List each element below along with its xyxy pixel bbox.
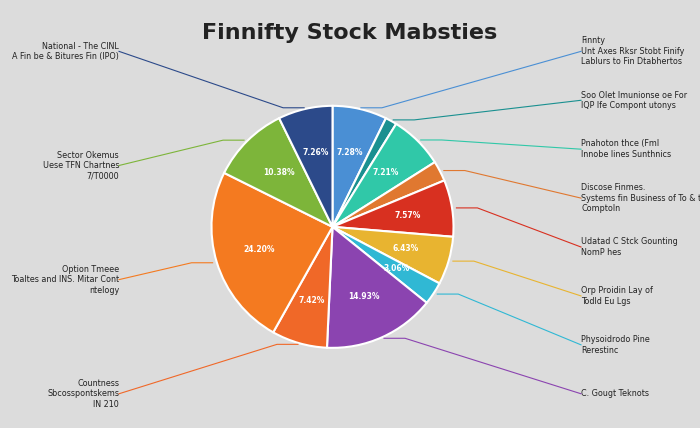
Wedge shape	[332, 106, 386, 227]
Wedge shape	[332, 181, 454, 237]
Text: 7.26%: 7.26%	[302, 148, 328, 157]
Wedge shape	[211, 173, 332, 332]
Text: 7.28%: 7.28%	[337, 148, 363, 157]
Wedge shape	[224, 118, 332, 227]
Text: 3.06%: 3.06%	[383, 264, 410, 273]
Text: Soo Olet Imunionse oe For
IQP Ife Compont utonys: Soo Olet Imunionse oe For IQP Ife Compon…	[581, 91, 687, 110]
Text: Pnahoton thce (Fml
Innobe lines Sunthnics: Pnahoton thce (Fml Innobe lines Sunthnic…	[581, 140, 671, 159]
Text: 6.43%: 6.43%	[393, 244, 419, 253]
Wedge shape	[332, 118, 396, 227]
Text: Finnty
Unt Axes Rksr Stobt Finify
Lablurs to Fin Dtabhertos: Finnty Unt Axes Rksr Stobt Finify Lablur…	[581, 36, 685, 66]
Text: Option Tmeee
Toaltes and INS. Mitar Cont
ntelogy: Option Tmeee Toaltes and INS. Mitar Cont…	[11, 265, 119, 294]
Text: C. Gougt Teknots: C. Gougt Teknots	[581, 389, 649, 398]
Wedge shape	[332, 227, 440, 303]
Text: National - The CINL
A Fin be & Bitures Fin (IPO): National - The CINL A Fin be & Bitures F…	[12, 42, 119, 61]
Text: 7.42%: 7.42%	[298, 296, 325, 305]
Text: Physoidrodo Pine
Rerestinc: Physoidrodo Pine Rerestinc	[581, 335, 650, 354]
Text: Finnifty Stock Mabsties: Finnifty Stock Mabsties	[202, 23, 498, 43]
Wedge shape	[332, 162, 444, 227]
Text: 14.93%: 14.93%	[348, 292, 379, 301]
Text: Discose Finmes.
Systems fin Business of To & to
Comptoln: Discose Finmes. Systems fin Business of …	[581, 183, 700, 213]
Wedge shape	[273, 227, 332, 348]
Text: 7.21%: 7.21%	[373, 168, 399, 177]
Text: Udatad C Stck Gounting
NomP hes: Udatad C Stck Gounting NomP hes	[581, 237, 678, 257]
Text: 7.57%: 7.57%	[395, 211, 421, 220]
Wedge shape	[332, 124, 435, 227]
Text: Sector Okemus
Uese TFN Chartnes
7/T0000: Sector Okemus Uese TFN Chartnes 7/T0000	[43, 151, 119, 180]
Text: 10.38%: 10.38%	[263, 168, 295, 177]
Wedge shape	[279, 106, 332, 227]
Wedge shape	[332, 227, 453, 283]
Text: Orp Proidin Lay of
Todld Eu Lgs: Orp Proidin Lay of Todld Eu Lgs	[581, 286, 653, 306]
Text: 24.20%: 24.20%	[244, 245, 275, 254]
Wedge shape	[327, 227, 427, 348]
Text: Countness
Sbcosspontskems
IN 210: Countness Sbcosspontskems IN 210	[47, 379, 119, 409]
